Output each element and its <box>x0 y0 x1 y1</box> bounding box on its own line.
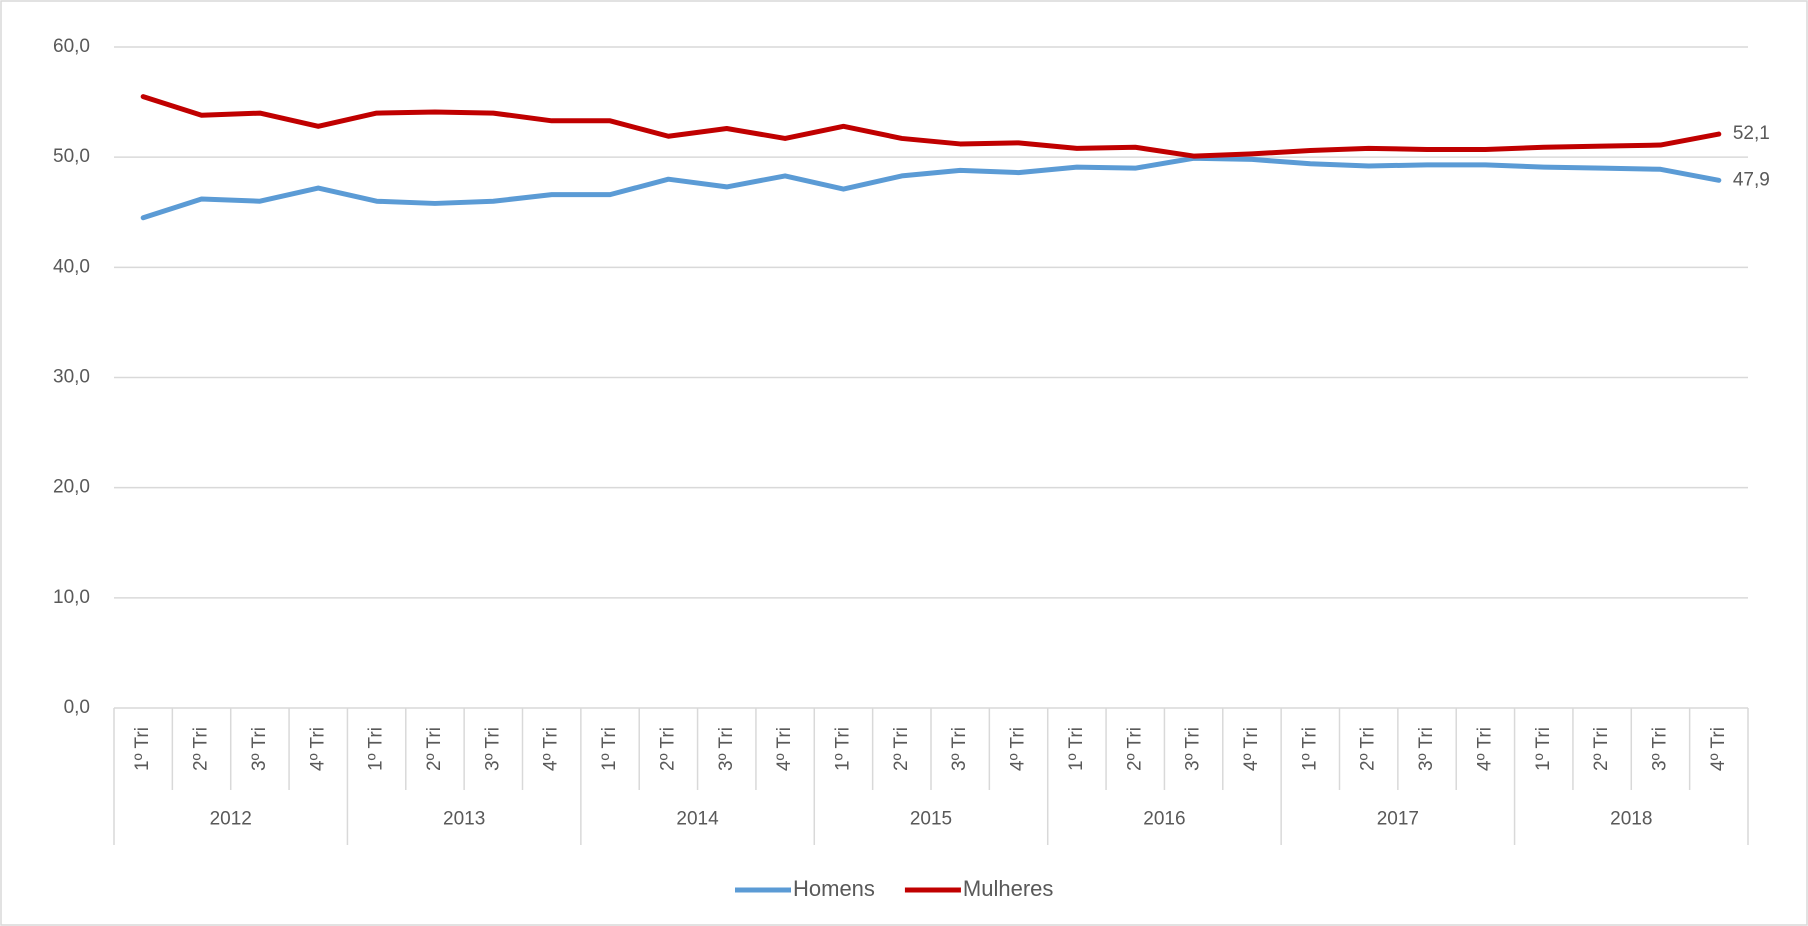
x-tick-label: 3º Tri <box>482 727 503 771</box>
x-tick-label: 4º Tri <box>541 727 562 771</box>
y-tick-label: 30,0 <box>53 367 90 388</box>
data-label: 52,1 <box>1733 123 1770 144</box>
x-tick-label: 1º Tri <box>1299 727 1320 771</box>
year-label: 2018 <box>1610 809 1652 830</box>
x-tick-label: 1º Tri <box>366 727 387 771</box>
x-tick-label: 1º Tri <box>1533 727 1554 771</box>
x-tick-label: 1º Tri <box>832 727 853 771</box>
y-tick-label: 10,0 <box>53 587 90 608</box>
x-tick-label: 4º Tri <box>774 727 795 771</box>
series-line <box>140 94 1722 159</box>
x-tick-label: 4º Tri <box>1241 727 1262 771</box>
data-label: 47,9 <box>1733 169 1770 190</box>
x-tick-label: 4º Tri <box>1008 727 1029 771</box>
y-tick-label: 0,0 <box>64 697 90 718</box>
x-tick-label: 2º Tri <box>424 727 445 771</box>
year-label: 2017 <box>1377 809 1419 830</box>
x-tick-label: 1º Tri <box>132 727 153 771</box>
x-tick-label: 4º Tri <box>307 727 328 771</box>
y-tick-label: 40,0 <box>53 256 90 277</box>
x-tick-label: 3º Tri <box>1649 727 1670 771</box>
x-tick-label: 2º Tri <box>1358 727 1379 771</box>
x-tick-label: 1º Tri <box>599 727 620 771</box>
series-line <box>140 155 1722 221</box>
x-tick-label: 2º Tri <box>891 727 912 771</box>
x-tick-label: 1º Tri <box>1066 727 1087 771</box>
x-tick-label: 3º Tri <box>949 727 970 771</box>
year-label: 2015 <box>910 809 952 830</box>
year-label: 2016 <box>1143 809 1185 830</box>
x-tick-label: 3º Tri <box>1183 727 1204 771</box>
y-tick-label: 20,0 <box>53 477 90 498</box>
x-tick-label: 3º Tri <box>249 727 270 771</box>
legend-label: Mulheres <box>963 876 1053 901</box>
y-tick-label: 50,0 <box>53 146 90 167</box>
x-tick-label: 3º Tri <box>716 727 737 771</box>
x-tick-label: 2º Tri <box>657 727 678 771</box>
legend-label: Homens <box>793 876 875 901</box>
x-tick-label: 2º Tri <box>1591 727 1612 771</box>
x-tick-label: 4º Tri <box>1708 727 1729 771</box>
y-tick-label: 60,0 <box>53 36 90 57</box>
x-tick-label: 2º Tri <box>191 727 212 771</box>
x-tick-label: 2º Tri <box>1124 727 1145 771</box>
year-label: 2014 <box>676 809 719 830</box>
year-label: 2012 <box>210 809 252 830</box>
x-tick-label: 3º Tri <box>1416 727 1437 771</box>
x-tick-label: 4º Tri <box>1474 727 1495 771</box>
year-label: 2013 <box>443 809 485 830</box>
